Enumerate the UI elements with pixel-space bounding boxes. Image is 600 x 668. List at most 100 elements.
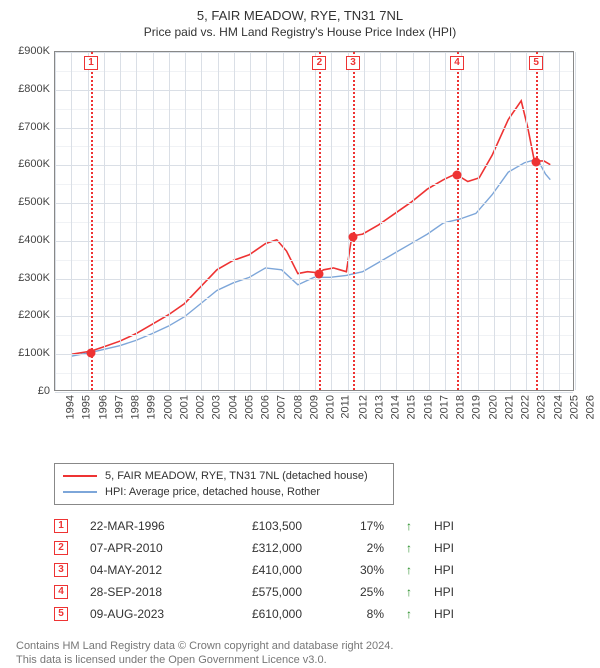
y-axis-label: £600K bbox=[8, 158, 50, 170]
grid-v bbox=[380, 52, 381, 390]
plot-area: 1 2 3 4 5 bbox=[54, 51, 574, 391]
sale-marker-line bbox=[319, 52, 321, 390]
y-axis-label: £700K bbox=[8, 121, 50, 133]
y-axis-label: £800K bbox=[8, 83, 50, 95]
grid-h bbox=[55, 241, 573, 242]
legend-label: 5, FAIR MEADOW, RYE, TN31 7NL (detached … bbox=[105, 470, 368, 482]
chart-lines-svg bbox=[55, 52, 573, 390]
grid-h bbox=[55, 146, 573, 147]
sale-marker-dot bbox=[349, 233, 358, 242]
sales-row-date: 04-MAY-2012 bbox=[90, 563, 200, 577]
grid-v bbox=[348, 52, 349, 390]
up-arrow-icon: ↑ bbox=[406, 563, 412, 577]
sale-marker-line bbox=[457, 52, 459, 390]
grid-v bbox=[218, 52, 219, 390]
grid-v bbox=[55, 52, 56, 390]
grid-v bbox=[413, 52, 414, 390]
sale-marker-index-box: 1 bbox=[84, 56, 98, 70]
grid-v bbox=[169, 52, 170, 390]
sales-row-index: 2 bbox=[54, 541, 68, 555]
grid-h bbox=[55, 316, 573, 317]
grid-h bbox=[55, 165, 573, 166]
legend-row: 5, FAIR MEADOW, RYE, TN31 7NL (detached … bbox=[63, 468, 385, 484]
sale-marker-line bbox=[536, 52, 538, 390]
grid-v bbox=[396, 52, 397, 390]
grid-v bbox=[234, 52, 235, 390]
sales-row-date: 28-SEP-2018 bbox=[90, 585, 200, 599]
grid-v bbox=[88, 52, 89, 390]
y-axis-label: £500K bbox=[8, 196, 50, 208]
footnote-line2: This data is licensed under the Open Gov… bbox=[16, 653, 592, 667]
legend-label: HPI: Average price, detached house, Roth… bbox=[105, 486, 320, 498]
grid-v bbox=[429, 52, 430, 390]
grid-v bbox=[461, 52, 462, 390]
up-arrow-icon: ↑ bbox=[406, 585, 412, 599]
grid-v bbox=[526, 52, 527, 390]
y-axis-label: £900K bbox=[8, 45, 50, 57]
sales-row-pct: 8% bbox=[324, 607, 384, 621]
sales-row-hpi-suffix: HPI bbox=[434, 585, 454, 599]
sale-marker-index-box: 4 bbox=[450, 56, 464, 70]
sale-marker-index-box: 5 bbox=[529, 56, 543, 70]
sales-row-index: 1 bbox=[54, 519, 68, 533]
sales-row-date: 22-MAR-1996 bbox=[90, 519, 200, 533]
sales-row-hpi-suffix: HPI bbox=[434, 541, 454, 555]
grid-h bbox=[55, 52, 573, 53]
legend-row: HPI: Average price, detached house, Roth… bbox=[63, 484, 385, 500]
sales-row-pct: 25% bbox=[324, 585, 384, 599]
grid-h bbox=[55, 203, 573, 204]
grid-v bbox=[185, 52, 186, 390]
grid-v bbox=[283, 52, 284, 390]
y-axis-label: £300K bbox=[8, 272, 50, 284]
grid-v bbox=[559, 52, 560, 390]
sales-row: 509-AUG-2023£610,0008%↑HPI bbox=[54, 603, 592, 625]
legend: 5, FAIR MEADOW, RYE, TN31 7NL (detached … bbox=[54, 463, 394, 505]
grid-h bbox=[55, 184, 573, 185]
sales-row-pct: 17% bbox=[324, 519, 384, 533]
grid-v bbox=[331, 52, 332, 390]
sales-row-price: £103,500 bbox=[222, 519, 302, 533]
footnote: Contains HM Land Registry data © Crown c… bbox=[16, 639, 592, 668]
grid-h bbox=[55, 354, 573, 355]
sales-row-date: 09-AUG-2023 bbox=[90, 607, 200, 621]
up-arrow-icon: ↑ bbox=[406, 519, 412, 533]
grid-v bbox=[478, 52, 479, 390]
sale-marker-index-box: 2 bbox=[312, 56, 326, 70]
x-axis-label: 2026 bbox=[584, 395, 600, 419]
sales-row-pct: 2% bbox=[324, 541, 384, 555]
grid-h bbox=[55, 90, 573, 91]
y-axis-label: £200K bbox=[8, 309, 50, 321]
sales-row-price: £312,000 bbox=[222, 541, 302, 555]
sale-marker-dot bbox=[532, 157, 541, 166]
sales-table: 1 22-MAR-1996 £103,500 17% ↑ HPI 2 07-APR-2010 £… bbox=[54, 515, 592, 625]
sale-marker-dot bbox=[453, 170, 462, 179]
chart-title-line2: Price paid vs. HM Land Registry's House … bbox=[8, 25, 592, 39]
grid-h bbox=[55, 260, 573, 261]
sales-row: 207-APR-2010£312,0002%↑HPI bbox=[54, 537, 592, 559]
sales-row: 304-MAY-2012£410,00030%↑HPI bbox=[54, 559, 592, 581]
sales-row-index: 4 bbox=[54, 585, 68, 599]
grid-v bbox=[364, 52, 365, 390]
y-axis-label: £400K bbox=[8, 234, 50, 246]
grid-v bbox=[104, 52, 105, 390]
sales-row-hpi-suffix: HPI bbox=[434, 607, 454, 621]
chart-container: 12345 £0£100K£200K£300K£400K£500K£600K£7… bbox=[8, 45, 592, 425]
sales-row-price: £410,000 bbox=[222, 563, 302, 577]
grid-h bbox=[55, 279, 573, 280]
grid-h bbox=[55, 335, 573, 336]
grid-v bbox=[575, 52, 576, 390]
grid-v bbox=[494, 52, 495, 390]
sales-row-index: 5 bbox=[54, 607, 68, 621]
grid-h bbox=[55, 109, 573, 110]
sales-row: 428-SEP-2018£575,00025%↑HPI bbox=[54, 581, 592, 603]
legend-swatch bbox=[63, 475, 97, 477]
sales-row-hpi-suffix: HPI bbox=[434, 563, 454, 577]
legend-swatch bbox=[63, 491, 97, 493]
chart-title-line1: 5, FAIR MEADOW, RYE, TN31 7NL bbox=[8, 8, 592, 23]
sale-marker-index-box: 3 bbox=[346, 56, 360, 70]
sale-marker-line bbox=[353, 52, 355, 390]
grid-h bbox=[55, 128, 573, 129]
sales-row-date: 07-APR-2010 bbox=[90, 541, 200, 555]
sales-row-price: £610,000 bbox=[222, 607, 302, 621]
chart-title-block: 5, FAIR MEADOW, RYE, TN31 7NL Price paid… bbox=[8, 8, 592, 39]
